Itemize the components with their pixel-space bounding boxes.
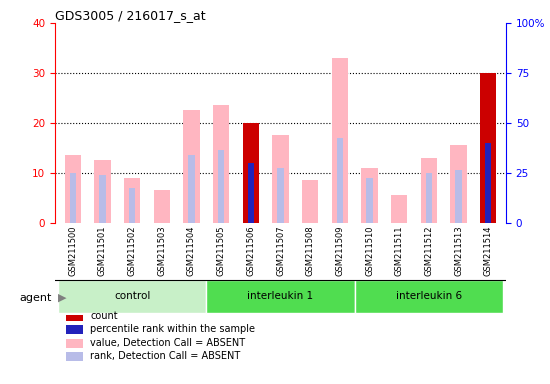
Text: GSM211500: GSM211500 — [68, 225, 78, 276]
Bar — [426, 173, 432, 223]
Bar — [450, 146, 467, 223]
Text: GSM211512: GSM211512 — [425, 225, 433, 276]
Bar — [70, 173, 76, 223]
Bar — [332, 58, 348, 223]
Text: GSM211510: GSM211510 — [365, 225, 374, 276]
Bar — [65, 156, 81, 223]
Text: interleukin 6: interleukin 6 — [396, 291, 462, 301]
Text: value, Detection Call = ABSENT: value, Detection Call = ABSENT — [90, 338, 245, 348]
Bar — [100, 175, 106, 223]
Bar — [361, 168, 378, 223]
Bar — [66, 339, 82, 348]
Text: rank, Detection Call = ABSENT: rank, Detection Call = ABSENT — [90, 351, 240, 361]
Text: GSM211504: GSM211504 — [187, 225, 196, 276]
Text: GSM211509: GSM211509 — [336, 225, 344, 276]
Text: GSM211507: GSM211507 — [276, 225, 285, 276]
Text: GSM211508: GSM211508 — [306, 225, 315, 276]
Text: GSM211514: GSM211514 — [483, 225, 493, 276]
Text: GSM211513: GSM211513 — [454, 225, 463, 276]
Bar — [213, 106, 229, 223]
Text: GSM211502: GSM211502 — [128, 225, 136, 276]
Bar — [421, 158, 437, 223]
Bar — [277, 168, 284, 223]
Text: ▶: ▶ — [58, 293, 66, 303]
Bar — [480, 73, 496, 223]
Bar — [485, 143, 491, 223]
Bar — [129, 188, 135, 223]
Text: control: control — [114, 291, 150, 301]
Text: count: count — [90, 311, 118, 321]
Text: interleukin 1: interleukin 1 — [248, 291, 314, 301]
Bar — [183, 111, 200, 223]
Bar — [124, 178, 140, 223]
Text: percentile rank within the sample: percentile rank within the sample — [90, 324, 255, 334]
Bar — [337, 138, 343, 223]
Text: GSM211505: GSM211505 — [217, 225, 226, 276]
Bar — [189, 156, 195, 223]
Bar — [248, 163, 254, 223]
Text: GSM211506: GSM211506 — [246, 225, 255, 276]
Text: GSM211511: GSM211511 — [395, 225, 404, 276]
Bar — [272, 136, 289, 223]
Text: GSM211503: GSM211503 — [157, 225, 166, 276]
Bar — [366, 178, 372, 223]
Bar — [218, 151, 224, 223]
Bar — [153, 190, 170, 223]
Text: GSM211501: GSM211501 — [98, 225, 107, 276]
Bar — [94, 161, 111, 223]
Bar — [66, 325, 82, 334]
Bar — [66, 312, 82, 321]
Bar — [391, 195, 408, 223]
Bar — [206, 280, 355, 313]
Bar — [66, 353, 82, 361]
Bar — [455, 170, 461, 223]
Text: GDS3005 / 216017_s_at: GDS3005 / 216017_s_at — [55, 9, 206, 22]
Bar — [302, 180, 318, 223]
Bar — [58, 280, 206, 313]
Text: agent: agent — [20, 293, 52, 303]
Bar — [243, 123, 259, 223]
Bar — [355, 280, 503, 313]
